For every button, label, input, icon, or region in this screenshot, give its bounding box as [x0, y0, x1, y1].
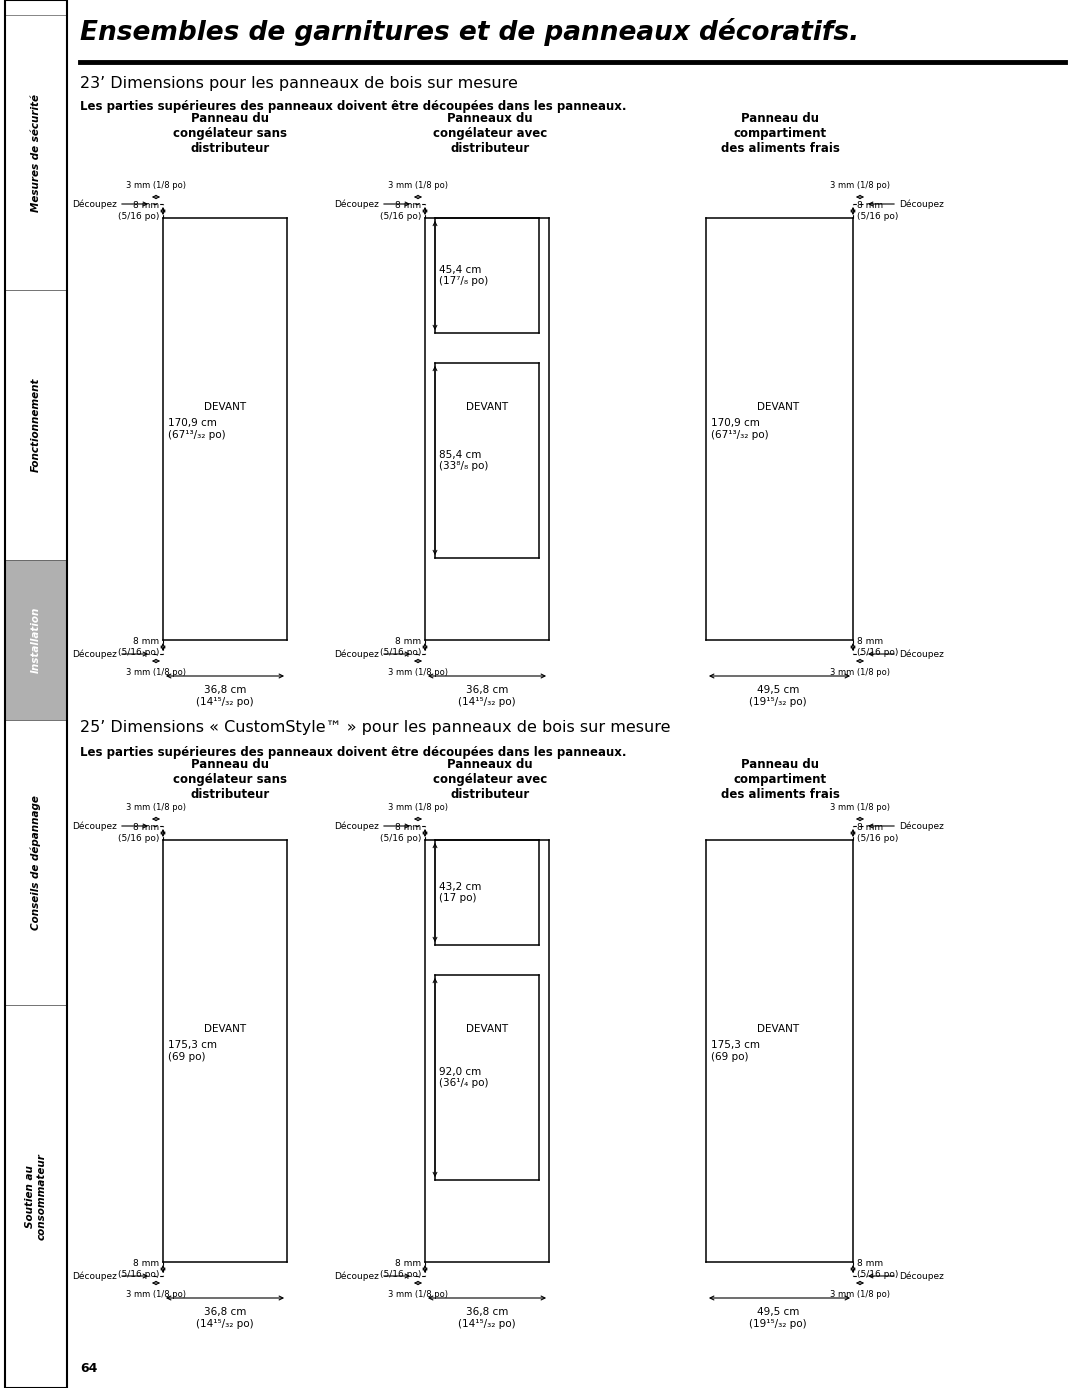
Text: Découpez: Découpez [72, 200, 117, 208]
Text: Panneau du
congélateur sans
distributeur: Panneau du congélateur sans distributeur [173, 112, 287, 155]
Text: 170,9 cm
(67¹³/₃₂ po): 170,9 cm (67¹³/₃₂ po) [711, 418, 769, 440]
Text: Installation: Installation [31, 607, 41, 673]
Text: 36,8 cm
(14¹⁵/₃₂ po): 36,8 cm (14¹⁵/₃₂ po) [197, 1307, 254, 1328]
Text: 170,9 cm
(67¹³/₃₂ po): 170,9 cm (67¹³/₃₂ po) [168, 418, 226, 440]
Text: DEVANT: DEVANT [465, 1024, 508, 1034]
Text: Conseils de dépannage: Conseils de dépannage [30, 795, 41, 930]
Text: 175,3 cm
(69 po): 175,3 cm (69 po) [711, 1040, 760, 1062]
Bar [5, 1005, 67, 1388]
Text: Panneau du
compartiment
des aliments frais: Panneau du compartiment des aliments fra… [720, 112, 839, 155]
Text: 3 mm (1/8 po): 3 mm (1/8 po) [388, 180, 448, 190]
Text: Découpez: Découpez [72, 650, 117, 659]
Text: Panneau du
compartiment
des aliments frais: Panneau du compartiment des aliments fra… [720, 758, 839, 801]
Text: 92,0 cm
(36¹/₄ po): 92,0 cm (36¹/₄ po) [438, 1067, 488, 1088]
Text: DEVANT: DEVANT [204, 403, 246, 412]
Text: Les parties supérieures des panneaux doivent être découpées dans les panneaux.: Les parties supérieures des panneaux doi… [80, 745, 626, 759]
Bar [5, 15, 67, 290]
Text: 49,5 cm
(19¹⁵/₃₂ po): 49,5 cm (19¹⁵/₃₂ po) [750, 686, 807, 706]
Text: 8 mm
(5/16 po): 8 mm (5/16 po) [858, 823, 899, 843]
Text: DEVANT: DEVANT [465, 403, 508, 412]
Text: 8 mm
(5/16 po): 8 mm (5/16 po) [118, 201, 159, 221]
Text: 175,3 cm
(69 po): 175,3 cm (69 po) [168, 1040, 217, 1062]
Text: 23’ Dimensions pour les panneaux de bois sur mesure: 23’ Dimensions pour les panneaux de bois… [80, 76, 518, 92]
Text: 3 mm (1/8 po): 3 mm (1/8 po) [831, 668, 890, 677]
Text: Panneaux du
congélateur avec
distributeur: Panneaux du congélateur avec distributeu… [433, 112, 548, 155]
Text: Mesures de sécurité: Mesures de sécurité [31, 93, 41, 211]
Bar [5, 290, 67, 559]
Text: 3 mm (1/8 po): 3 mm (1/8 po) [126, 804, 186, 812]
Text: Découpez: Découpez [334, 650, 379, 659]
Text: Panneau du
congélateur sans
distributeur: Panneau du congélateur sans distributeur [173, 758, 287, 801]
Text: 85,4 cm
(33⁸/₈ po): 85,4 cm (33⁸/₈ po) [438, 450, 488, 472]
Text: Panneaux du
congélateur avec
distributeur: Panneaux du congélateur avec distributeu… [433, 758, 548, 801]
Text: 8 mm
(5/16 po): 8 mm (5/16 po) [858, 201, 899, 221]
Text: 49,5 cm
(19¹⁵/₃₂ po): 49,5 cm (19¹⁵/₃₂ po) [750, 1307, 807, 1328]
Text: 8 mm
(5/16 po): 8 mm (5/16 po) [380, 823, 421, 843]
Text: 36,8 cm
(14¹⁵/₃₂ po): 36,8 cm (14¹⁵/₃₂ po) [197, 686, 254, 706]
Text: Soutien au
consommateur: Soutien au consommateur [25, 1153, 46, 1239]
Text: Découpez: Découpez [899, 1271, 944, 1281]
Text: Ensembles de garnitures et de panneaux décoratifs.: Ensembles de garnitures et de panneaux d… [80, 18, 859, 46]
Text: Les parties supérieures des panneaux doivent être découpées dans les panneaux.: Les parties supérieures des panneaux doi… [80, 100, 626, 112]
Text: 8 mm
(5/16 po): 8 mm (5/16 po) [858, 637, 899, 657]
Text: Fonctionnement: Fonctionnement [31, 378, 41, 472]
Text: 8 mm
(5/16 po): 8 mm (5/16 po) [380, 201, 421, 221]
Text: 8 mm
(5/16 po): 8 mm (5/16 po) [118, 637, 159, 657]
Text: DEVANT: DEVANT [757, 403, 799, 412]
Text: Découpez: Découpez [72, 822, 117, 831]
Bar [5, 0, 67, 1388]
Text: Découpez: Découpez [334, 822, 379, 831]
Text: 25’ Dimensions « CustomStyle™ » pour les panneaux de bois sur mesure: 25’ Dimensions « CustomStyle™ » pour les… [80, 720, 671, 736]
Text: 3 mm (1/8 po): 3 mm (1/8 po) [388, 668, 448, 677]
Text: 36,8 cm
(14¹⁵/₃₂ po): 36,8 cm (14¹⁵/₃₂ po) [458, 1307, 516, 1328]
Text: 3 mm (1/8 po): 3 mm (1/8 po) [388, 1289, 448, 1299]
Text: 3 mm (1/8 po): 3 mm (1/8 po) [831, 180, 890, 190]
Text: DEVANT: DEVANT [204, 1024, 246, 1034]
Text: Découpez: Découpez [334, 200, 379, 208]
Text: Découpez: Découpez [899, 200, 944, 208]
Text: Découpez: Découpez [72, 1271, 117, 1281]
Text: 8 mm
(5/16 po): 8 mm (5/16 po) [858, 1259, 899, 1278]
Text: 8 mm
(5/16 po): 8 mm (5/16 po) [118, 823, 159, 843]
Bar [5, 559, 67, 720]
Text: 3 mm (1/8 po): 3 mm (1/8 po) [126, 180, 186, 190]
Bar [5, 720, 67, 1005]
Text: Découpez: Découpez [899, 650, 944, 659]
Text: 8 mm
(5/16 po): 8 mm (5/16 po) [118, 1259, 159, 1278]
Text: 3 mm (1/8 po): 3 mm (1/8 po) [831, 1289, 890, 1299]
Text: 3 mm (1/8 po): 3 mm (1/8 po) [126, 1289, 186, 1299]
Text: 8 mm
(5/16 po): 8 mm (5/16 po) [380, 637, 421, 657]
Text: 64: 64 [80, 1362, 97, 1376]
Text: Découpez: Découpez [899, 822, 944, 831]
Text: 43,2 cm
(17 po): 43,2 cm (17 po) [438, 881, 482, 904]
Text: Découpez: Découpez [334, 1271, 379, 1281]
Text: 45,4 cm
(17⁷/₈ po): 45,4 cm (17⁷/₈ po) [438, 265, 488, 286]
Text: 3 mm (1/8 po): 3 mm (1/8 po) [388, 804, 448, 812]
Text: 36,8 cm
(14¹⁵/₃₂ po): 36,8 cm (14¹⁵/₃₂ po) [458, 686, 516, 706]
Text: 3 mm (1/8 po): 3 mm (1/8 po) [831, 804, 890, 812]
Text: DEVANT: DEVANT [757, 1024, 799, 1034]
Text: 3 mm (1/8 po): 3 mm (1/8 po) [126, 668, 186, 677]
Text: 8 mm
(5/16 po): 8 mm (5/16 po) [380, 1259, 421, 1278]
